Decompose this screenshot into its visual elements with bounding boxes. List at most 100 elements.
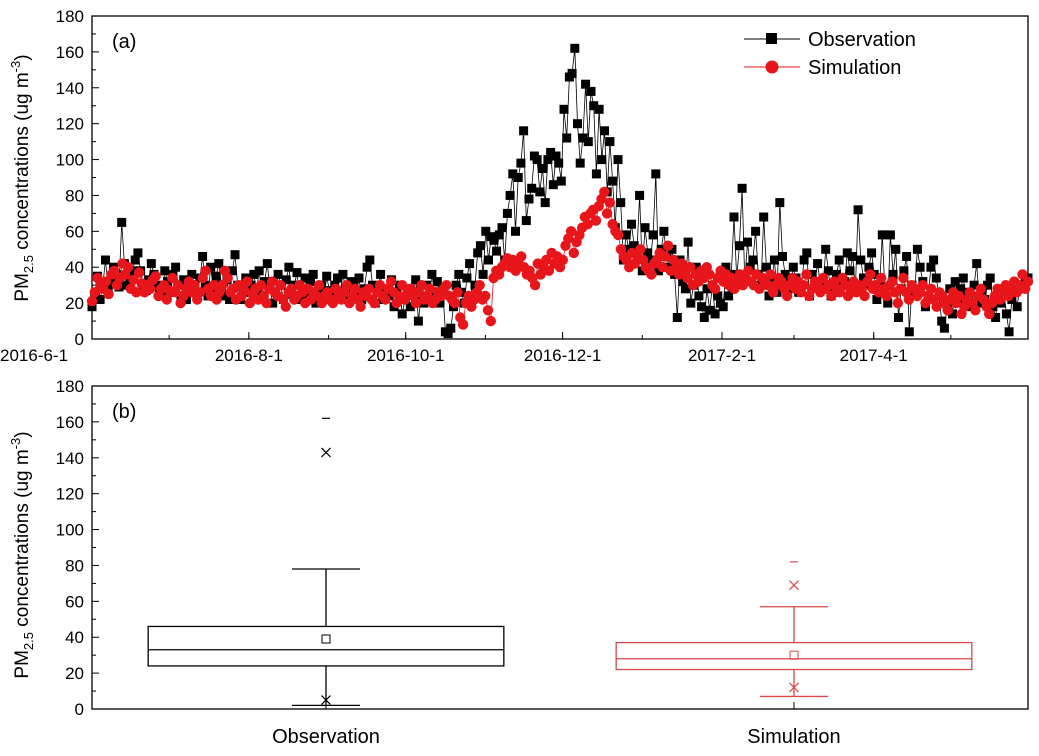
observation-point: [481, 226, 491, 236]
observation-point: [273, 269, 283, 279]
y-tick-label-b: 60: [65, 592, 84, 611]
observation-point: [651, 169, 661, 179]
simulation-point: [100, 276, 112, 287]
observation-point: [702, 284, 712, 294]
simulation-point: [286, 283, 297, 294]
simulation-point: [599, 186, 610, 198]
observation-point: [497, 223, 507, 233]
observation-point: [354, 273, 364, 283]
mean-marker: [321, 634, 331, 644]
observation-point: [691, 262, 701, 272]
legend-observation-label: Observation: [808, 29, 916, 51]
observation-point: [780, 269, 790, 279]
observation-point: [538, 164, 547, 173]
observation-point: [834, 255, 844, 265]
observation-point: [775, 198, 785, 208]
simulation-point: [222, 272, 233, 284]
observation-point: [643, 248, 653, 258]
observation-point: [551, 151, 561, 161]
simulation-point: [704, 269, 715, 280]
observation-point: [478, 269, 488, 279]
y-axis-title-b: PM2.5 concentrations (ug m-3): [8, 431, 36, 678]
observation-point: [734, 241, 744, 251]
simulation-point: [743, 265, 754, 276]
simulation-point: [865, 269, 876, 280]
observation-point: [586, 86, 596, 96]
observation-point: [1001, 309, 1011, 319]
simulation-point: [424, 283, 435, 294]
observation-point: [513, 173, 523, 182]
observation-point: [926, 262, 936, 272]
simulation-point: [662, 240, 674, 251]
mean-marker: [789, 650, 799, 660]
observation-point: [764, 291, 774, 301]
observation-point: [948, 309, 957, 319]
simulation-point: [601, 208, 613, 219]
simulation-point: [341, 280, 352, 291]
simulation-point: [516, 251, 527, 262]
simulation-point: [145, 283, 156, 294]
observation-point: [737, 183, 747, 193]
simulation-point: [208, 280, 219, 291]
observation-point: [106, 275, 116, 285]
observation-point: [799, 255, 809, 265]
observation-point: [613, 155, 623, 165]
simulation-point: [441, 280, 452, 291]
simulation-point: [781, 290, 793, 302]
observation-point: [502, 208, 512, 218]
simulation-point: [1022, 276, 1034, 287]
observation-point: [640, 223, 650, 233]
y-tick-label-a: 180: [56, 7, 84, 26]
observation-point: [411, 275, 421, 285]
simulation-point: [887, 276, 898, 287]
observation-point: [680, 284, 690, 294]
observation-point: [594, 104, 604, 114]
observation-point: [405, 302, 415, 312]
observation-point: [705, 305, 715, 315]
observation-point: [591, 169, 601, 179]
simulation-point: [925, 283, 937, 294]
observation-point: [929, 255, 939, 265]
percentile-marker: [789, 682, 799, 693]
observation-point: [710, 309, 720, 319]
simulation-point: [217, 280, 228, 291]
observation-point: [605, 137, 615, 147]
legend: Observation Simulation: [744, 29, 916, 79]
observation-point: [718, 302, 728, 312]
observation-point: [475, 241, 485, 251]
y-tick-label-b: 120: [56, 485, 84, 504]
observation-point: [281, 275, 291, 285]
simulation-point: [541, 254, 552, 266]
simulation-point: [385, 276, 397, 287]
observation-point: [842, 248, 852, 258]
simulation-point: [917, 280, 928, 291]
simulation-point: [103, 288, 114, 300]
y-tick-label-b: 160: [56, 413, 84, 432]
simulation-point: [89, 287, 101, 298]
observation-point: [991, 313, 1001, 322]
simulation-point: [953, 290, 964, 302]
observation-point: [494, 230, 504, 240]
observation-point: [133, 248, 143, 258]
simulation-point: [529, 280, 541, 291]
observation-point: [645, 255, 655, 265]
observation-point: [519, 126, 529, 136]
simulation-point: [86, 296, 98, 307]
observation-point: [667, 244, 677, 254]
simulation-point: [452, 287, 463, 298]
box-iqr: [147, 625, 505, 667]
observation-point: [832, 269, 841, 279]
observation-point: [333, 273, 342, 283]
observation-point: [443, 329, 453, 339]
simulation-point: [682, 272, 693, 284]
observation-point: [198, 252, 208, 261]
observation-point: [678, 277, 688, 287]
simulation-point: [109, 265, 120, 276]
simulation-point: [410, 297, 422, 309]
simulation-point: [374, 280, 386, 291]
simulation-point: [685, 262, 696, 273]
y-tick-label-a: 60: [65, 222, 84, 241]
observation-point: [600, 126, 609, 136]
x-axis-a: 2016-6-1 2016-8-1 2016-10-1 2016-12-1 2017-2…: [0, 332, 952, 365]
